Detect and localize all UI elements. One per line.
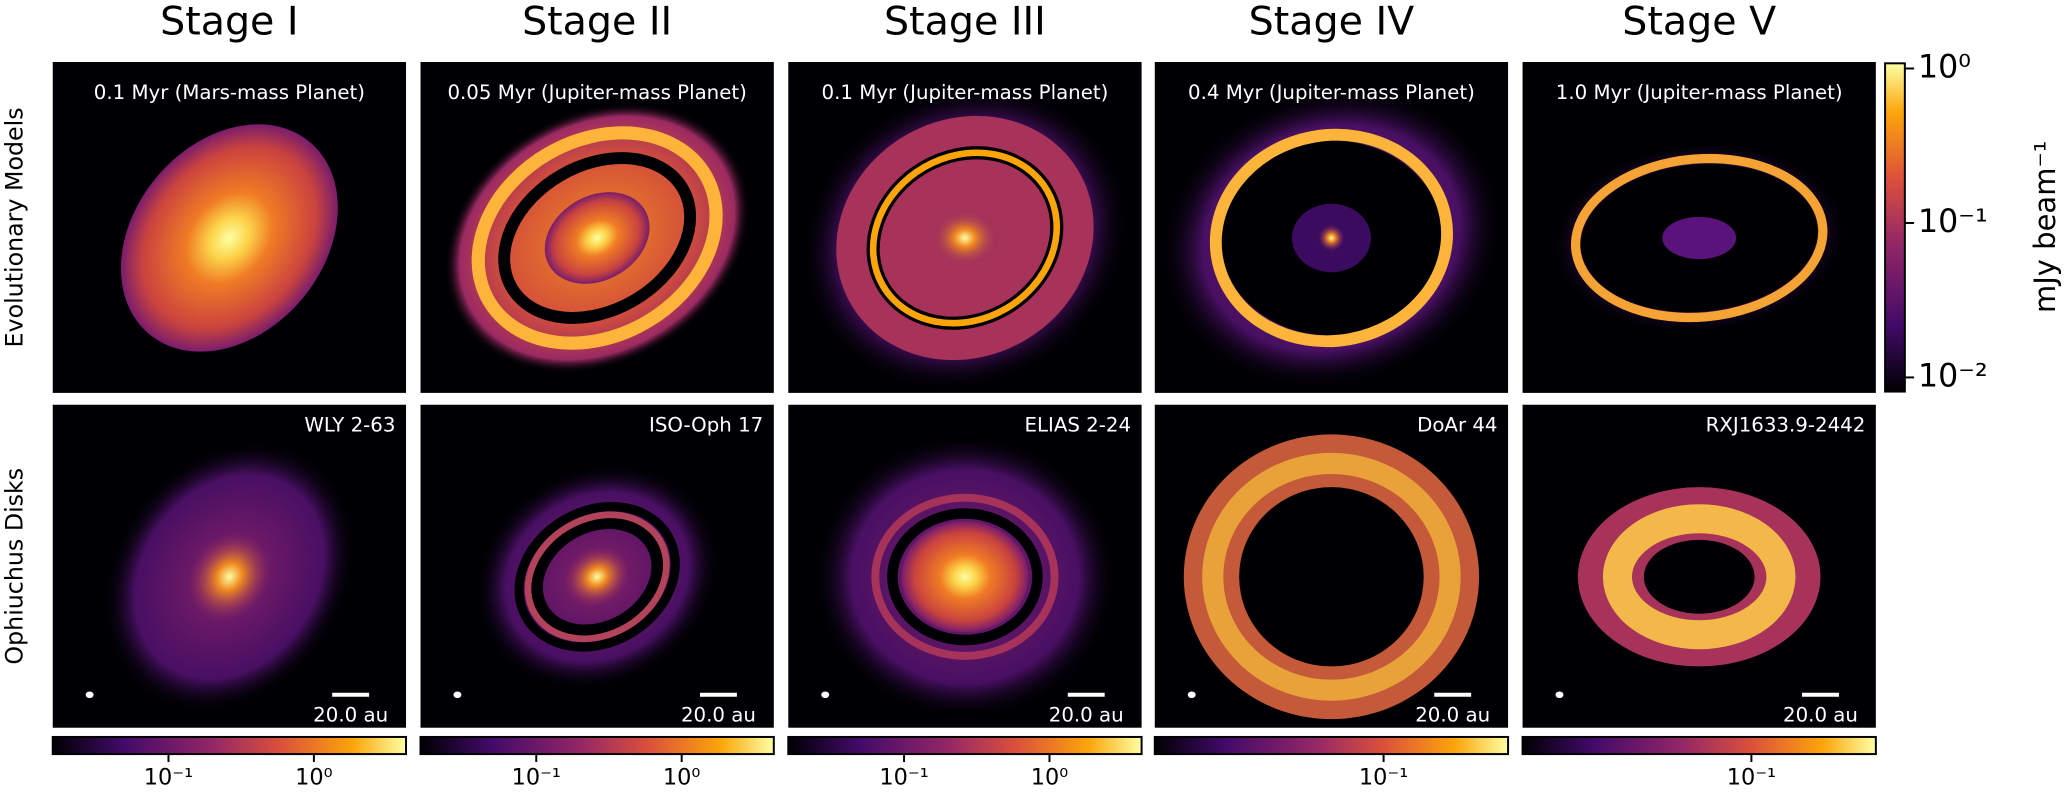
ring bbox=[871, 493, 1059, 660]
stage-title: Stage II bbox=[522, 0, 672, 44]
colorbar bbox=[419, 735, 775, 756]
beam bbox=[85, 691, 94, 699]
disk bbox=[120, 124, 338, 352]
model-panel-image bbox=[120, 124, 338, 352]
ring bbox=[524, 511, 670, 643]
disk-panel-image bbox=[813, 434, 1117, 720]
colorbar bbox=[51, 735, 408, 756]
colorbar-tick-label: 10⁻¹ bbox=[1359, 764, 1408, 790]
model-label: 1.0 Myr (Jupiter-mass Planet) bbox=[1556, 81, 1843, 104]
disk-panel-image bbox=[474, 463, 720, 690]
colorbar-tick-label: 10⁻² bbox=[1918, 358, 1988, 394]
disk bbox=[901, 521, 1029, 633]
ring bbox=[498, 152, 697, 324]
disk-label: DoAr 44 bbox=[1417, 413, 1497, 436]
colorbar-tick-label: 10⁰ bbox=[295, 764, 333, 790]
ring bbox=[887, 508, 1043, 646]
scale-bar-label: 20.0 au bbox=[313, 703, 388, 726]
stage-title: Stage III bbox=[884, 0, 1046, 44]
colorbar bbox=[1153, 735, 1510, 756]
model-panel-image bbox=[1551, 142, 1847, 334]
model-label: 0.05 Myr (Jupiter-mass Planet) bbox=[447, 81, 746, 104]
ring bbox=[1209, 128, 1453, 348]
model-label: 0.1 Myr (Jupiter-mass Planet) bbox=[822, 81, 1109, 104]
scale-bar-label: 20.0 au bbox=[1049, 703, 1124, 726]
disk-label: ELIAS 2-24 bbox=[1025, 413, 1132, 436]
disk-panel-image bbox=[1183, 434, 1480, 720]
ring bbox=[514, 501, 680, 652]
model-label: 0.4 Myr (Jupiter-mass Planet) bbox=[1188, 81, 1475, 104]
scale-bar-label: 20.0 au bbox=[681, 703, 756, 726]
beam bbox=[1187, 691, 1196, 699]
disk bbox=[1239, 487, 1424, 667]
colorbar-tick-label: 10⁰ bbox=[1918, 49, 1971, 85]
model-panel-image bbox=[801, 84, 1129, 392]
colorbar-tick-label: 10⁻¹ bbox=[512, 764, 561, 790]
scale-bar-label: 20.0 au bbox=[1783, 703, 1858, 726]
disk bbox=[187, 531, 272, 622]
disk bbox=[1643, 539, 1755, 614]
disk-panel-image bbox=[1577, 487, 1821, 667]
disk bbox=[564, 546, 631, 608]
disk bbox=[1662, 216, 1737, 260]
stage-title: Stage I bbox=[160, 0, 298, 44]
ring bbox=[530, 517, 664, 637]
colorbar-tick-label: 10⁻¹ bbox=[879, 764, 928, 790]
disk bbox=[930, 208, 1000, 267]
colorbar-tick-label: 10⁰ bbox=[1031, 764, 1069, 790]
disk-panel-image bbox=[103, 440, 356, 713]
model-label: 0.1 Myr (Mars-mass Planet) bbox=[94, 81, 365, 104]
ring bbox=[1570, 153, 1828, 323]
beam bbox=[453, 691, 462, 699]
colorbar bbox=[1521, 735, 1877, 756]
row-label: Evolutionary Models bbox=[0, 107, 28, 347]
colorbar-tick-label: 10⁻¹ bbox=[1918, 204, 1988, 240]
ring bbox=[1202, 452, 1461, 701]
model-panel-image bbox=[1160, 87, 1503, 389]
disk-label: ISO-Oph 17 bbox=[649, 413, 763, 436]
stage-title: Stage V bbox=[1622, 0, 1776, 44]
disk-label: WLY 2-63 bbox=[304, 413, 395, 436]
scale-bar-label: 20.0 au bbox=[1415, 703, 1490, 726]
colorbar-tick-label: 10⁻¹ bbox=[1727, 764, 1776, 790]
colorbar-tick-label: 10⁰ bbox=[663, 764, 701, 790]
disk-label: RXJ1633.9-2442 bbox=[1706, 413, 1866, 436]
beam bbox=[821, 691, 830, 699]
row-label: Ophiuchus Disks bbox=[0, 468, 28, 665]
beam bbox=[1555, 691, 1564, 699]
disk bbox=[1318, 224, 1345, 252]
model-panel-image bbox=[444, 102, 750, 374]
colorbar bbox=[787, 735, 1143, 756]
colorbar bbox=[1884, 62, 1906, 393]
ring bbox=[869, 149, 1061, 327]
ring bbox=[1602, 504, 1796, 650]
ring bbox=[471, 126, 723, 350]
disk bbox=[544, 192, 650, 284]
colorbar-label: mJy beam⁻¹ bbox=[2028, 141, 2062, 313]
stage-title: Stage IV bbox=[1249, 0, 1414, 44]
colorbar-tick-label: 10⁻¹ bbox=[144, 764, 193, 790]
